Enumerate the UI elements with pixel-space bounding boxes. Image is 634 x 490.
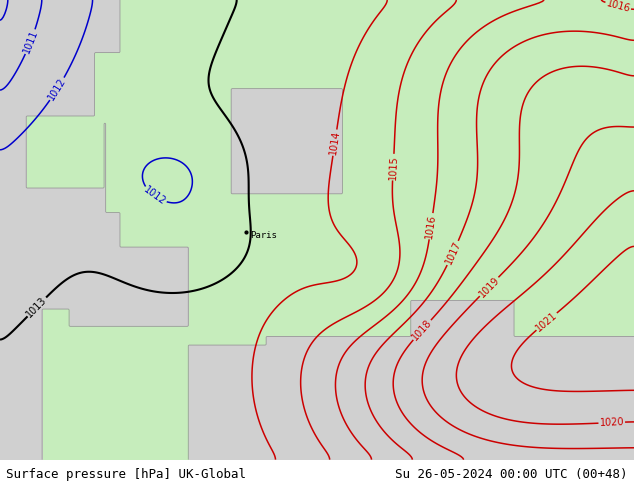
Text: 1012: 1012 xyxy=(142,185,168,207)
Text: 1011: 1011 xyxy=(22,28,40,55)
Text: 1013: 1013 xyxy=(25,294,49,319)
Text: 1019: 1019 xyxy=(477,274,501,299)
Text: Su 26-05-2024 00:00 UTC (00+48): Su 26-05-2024 00:00 UTC (00+48) xyxy=(395,468,628,481)
Text: Surface pressure [hPa] UK-Global: Surface pressure [hPa] UK-Global xyxy=(6,468,247,481)
Text: 1012: 1012 xyxy=(46,76,68,102)
Text: 1017: 1017 xyxy=(443,240,463,266)
Text: 1015: 1015 xyxy=(387,154,399,180)
Text: 1021: 1021 xyxy=(534,310,559,333)
Text: 1020: 1020 xyxy=(599,417,624,428)
Text: 1016: 1016 xyxy=(424,213,437,239)
Text: 1018: 1018 xyxy=(410,318,434,343)
Text: 1016: 1016 xyxy=(605,0,631,14)
Text: Paris: Paris xyxy=(250,231,277,240)
Text: 1014: 1014 xyxy=(328,130,342,155)
